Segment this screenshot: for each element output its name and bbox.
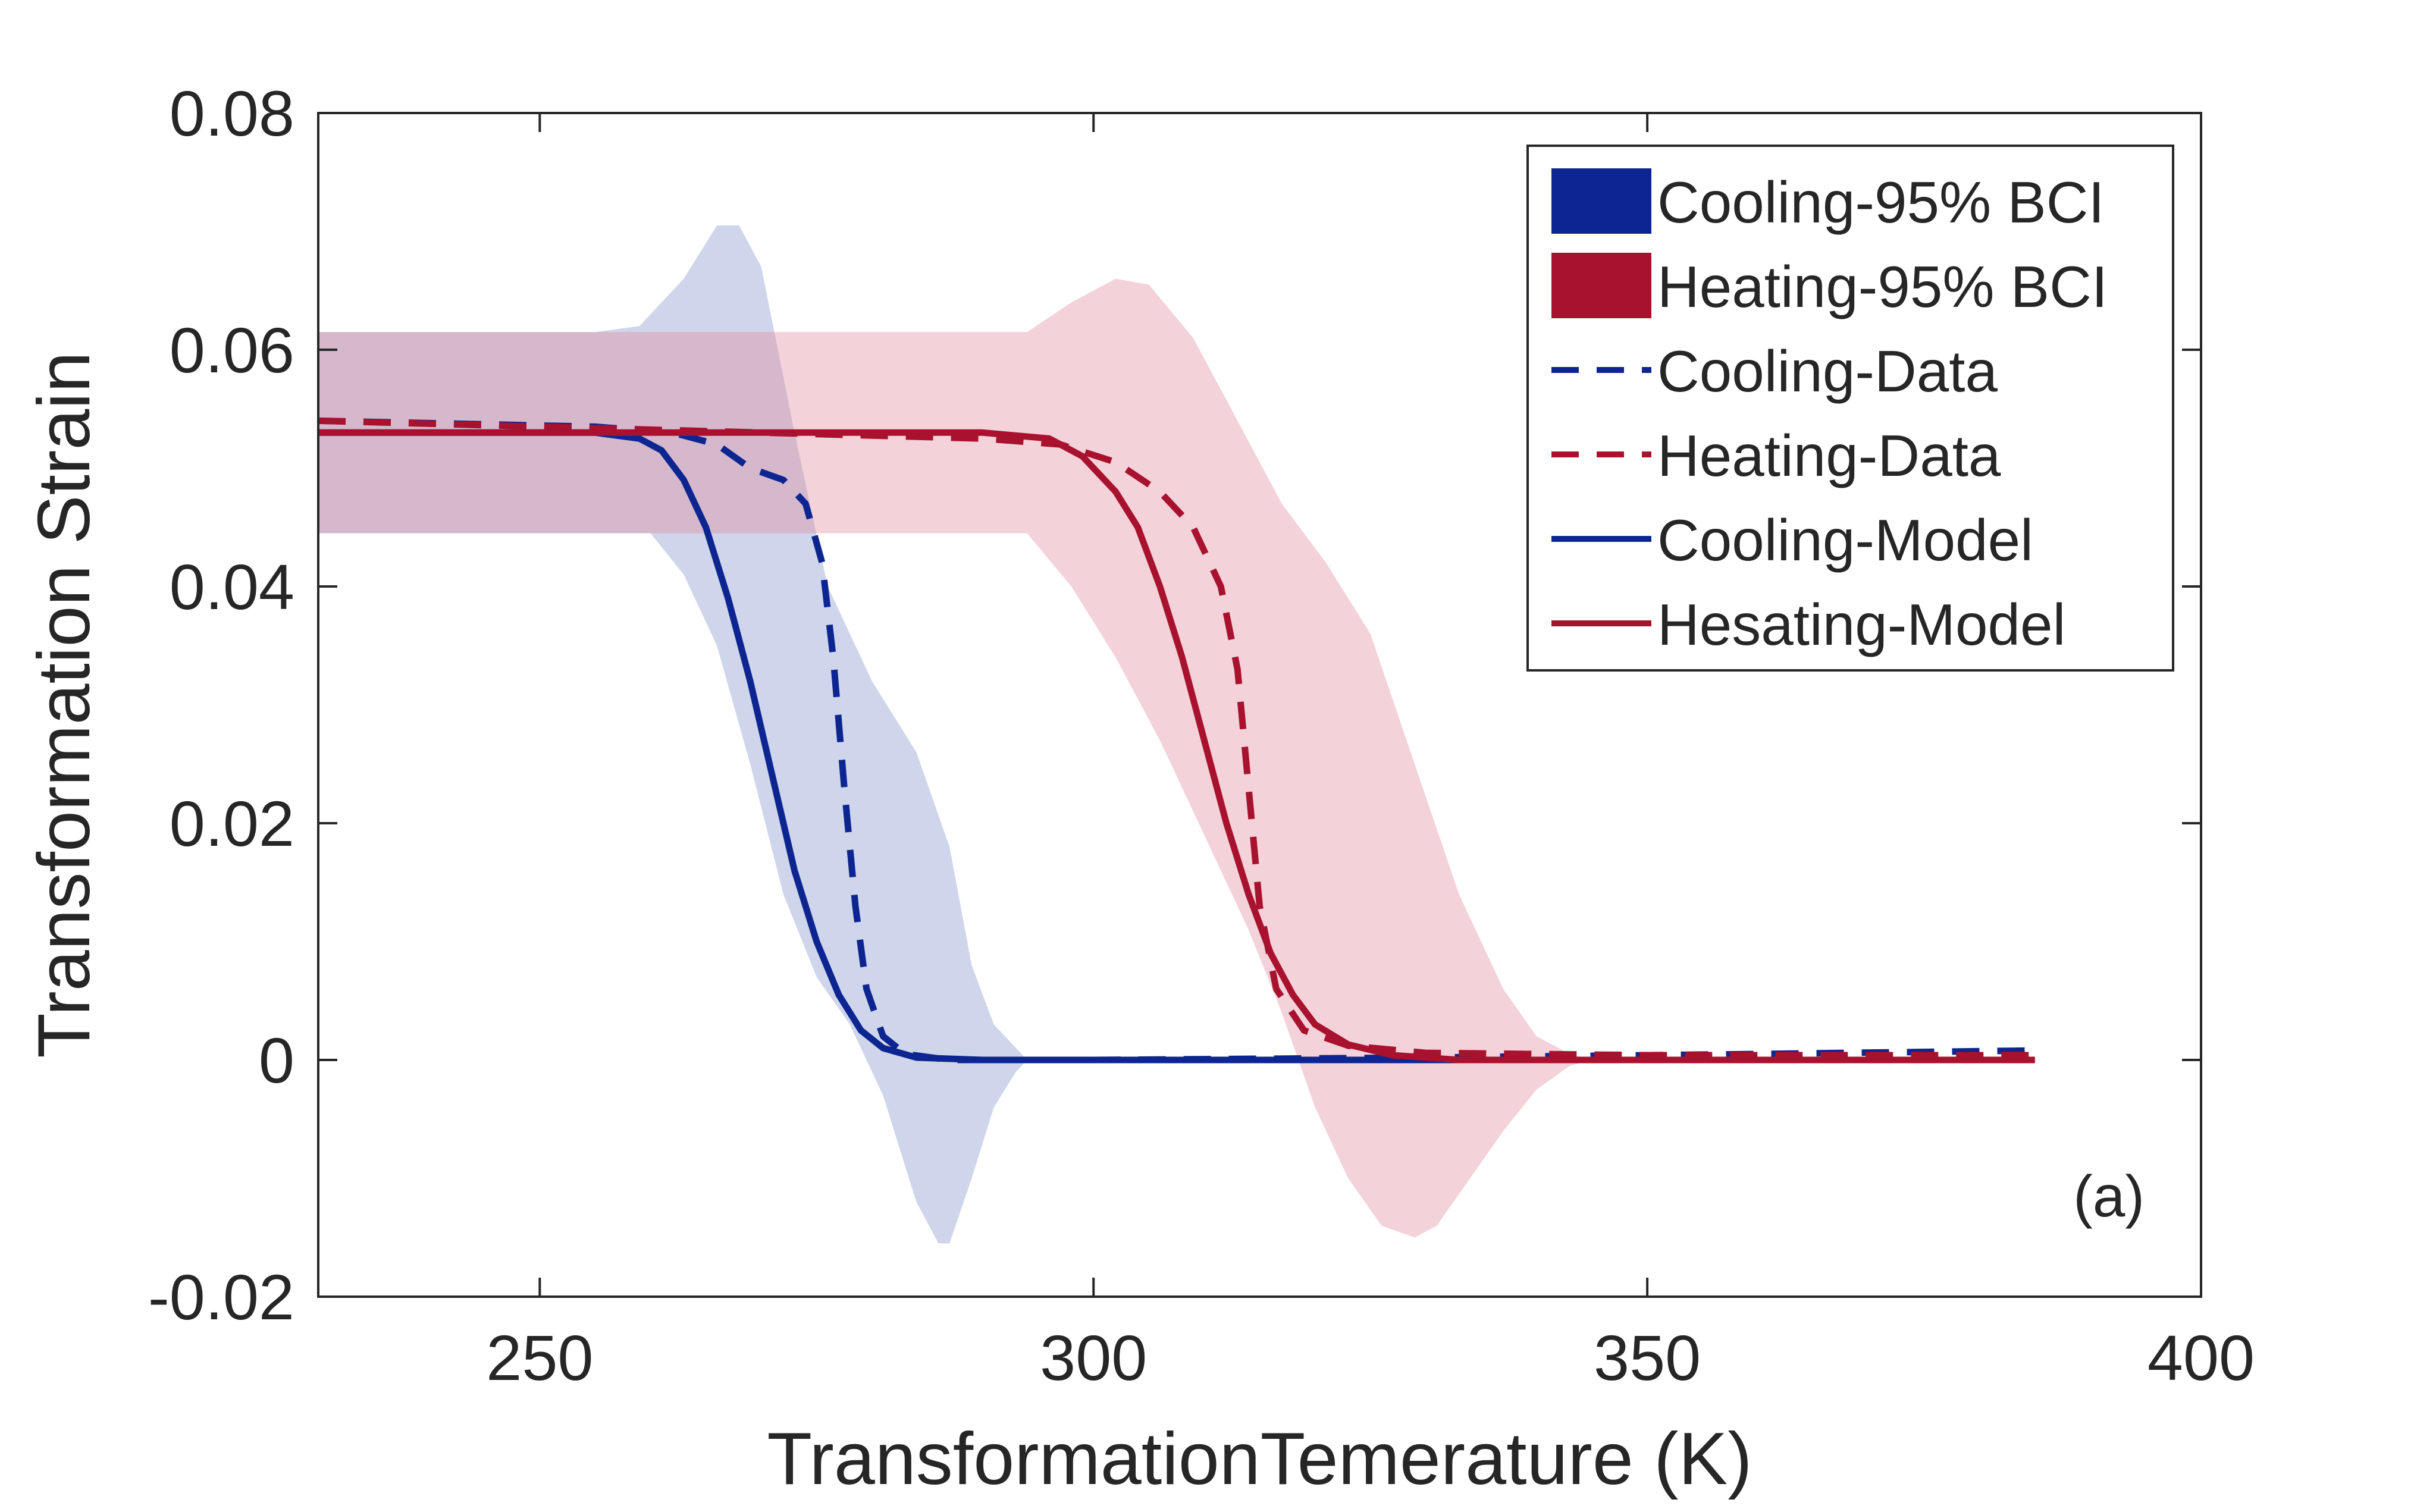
x-tick-label: 300 [1040, 1322, 1147, 1394]
series-hesating-model [318, 429, 2035, 1064]
y-tick-label: 0.06 [170, 314, 294, 386]
legend-label-hesating-model: Hesating-Model [1657, 592, 2065, 657]
plot-area [318, 225, 2035, 1244]
axes-box [317, 112, 2202, 1298]
y-axis-label: Transformation Strain [23, 352, 105, 1058]
x-tick-label: 400 [2147, 1322, 2255, 1394]
legend-swatch-heating-95-bci [1551, 253, 1651, 318]
y-tick-label: 0.08 [170, 77, 294, 149]
legend-label-heating-data: Heating-Data [1657, 423, 2001, 488]
legend-label-heating-95-bci: Heating-95% BCI [1657, 254, 2108, 319]
ticks: 250 300 350 400 -0.02 0 0.02 0.04 0.06 0.08 [148, 77, 2255, 1394]
x-tick-label: 250 [486, 1322, 593, 1394]
band-heating-95-bci [318, 278, 1592, 1238]
legend-label-cooling-model: Cooling-Model [1657, 507, 2033, 573]
y-tick-label: 0.02 [170, 788, 294, 859]
panel-label: (a) [2073, 1163, 2145, 1229]
series-cooling-model [318, 429, 2035, 1064]
y-tick-label: 0.04 [170, 551, 294, 623]
x-tick-label: 350 [1594, 1322, 1701, 1394]
legend-label-cooling-95-bci: Cooling-95% BCI [1657, 170, 2105, 235]
y-tick-label: -0.02 [148, 1261, 294, 1333]
legend-label-cooling-data: Cooling-Data [1657, 338, 1998, 404]
band-cooling-95-bci [318, 225, 1027, 1244]
x-axis-label: TransformationTemerature (K) [767, 1418, 1752, 1500]
legend: Cooling-95% BCI Heating-95% BCI Cooling-Da… [1526, 145, 2174, 672]
legend-swatch-cooling-95-bci [1551, 168, 1651, 234]
y-tick-label: 0 [259, 1024, 294, 1096]
